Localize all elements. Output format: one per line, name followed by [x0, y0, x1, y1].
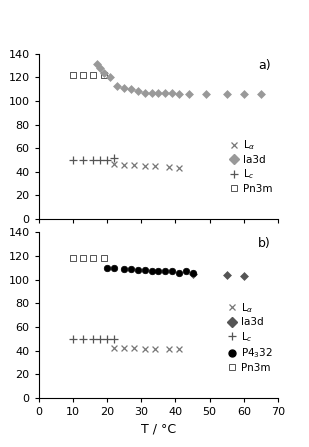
Point	[112, 264, 116, 271]
Point	[166, 346, 171, 353]
Point	[122, 345, 127, 352]
Point	[129, 85, 133, 93]
Point	[204, 90, 209, 97]
Point	[190, 270, 195, 277]
Point	[259, 90, 264, 97]
Y-axis label: a / Å: a / Å	[0, 301, 3, 329]
Point	[112, 335, 116, 342]
Point	[224, 90, 229, 97]
Point	[81, 255, 86, 262]
Point	[170, 89, 175, 96]
Point	[142, 89, 147, 96]
Point	[104, 264, 109, 271]
Point	[81, 72, 86, 79]
Point	[98, 64, 103, 72]
Point	[241, 273, 246, 280]
Point	[176, 164, 181, 172]
Point	[101, 69, 106, 76]
Legend: L$_\alpha$, Ia3d, L$_c$, P4$_3$32, Pn3m: L$_\alpha$, Ia3d, L$_c$, P4$_3$32, Pn3m	[226, 301, 273, 373]
Legend: L$_\alpha$, Ia3d, L$_c$, Pn3m: L$_\alpha$, Ia3d, L$_c$, Pn3m	[229, 139, 273, 194]
Point	[70, 72, 75, 79]
Point	[91, 335, 96, 342]
Point	[104, 335, 109, 342]
Point	[98, 335, 103, 342]
X-axis label: T / °C: T / °C	[141, 422, 176, 435]
Point	[98, 156, 103, 164]
Point	[129, 266, 133, 273]
Point	[163, 268, 168, 275]
Point	[112, 345, 116, 352]
Point	[70, 335, 75, 342]
Point	[166, 164, 171, 171]
Text: a): a)	[258, 59, 271, 72]
Point	[149, 89, 154, 96]
Point	[142, 346, 147, 353]
Point	[70, 156, 75, 164]
Point	[91, 72, 96, 79]
Point	[170, 268, 175, 275]
Point	[142, 266, 147, 274]
Point	[70, 255, 75, 262]
Point	[104, 156, 109, 164]
Point	[224, 271, 229, 278]
Point	[122, 161, 127, 169]
Point	[156, 89, 161, 96]
Point	[132, 345, 137, 352]
Point	[91, 156, 96, 164]
Point	[163, 89, 168, 96]
Point	[94, 61, 99, 68]
Point	[176, 90, 181, 97]
Point	[176, 346, 181, 353]
Point	[115, 82, 120, 89]
Y-axis label: a / Å: a / Å	[0, 122, 3, 151]
Point	[156, 268, 161, 275]
Point	[183, 268, 188, 275]
Point	[101, 72, 106, 79]
Point	[142, 162, 147, 169]
Point	[81, 156, 86, 164]
Point	[122, 266, 127, 273]
Point	[108, 74, 113, 81]
Point	[101, 255, 106, 262]
Point	[149, 268, 154, 275]
Text: b): b)	[258, 237, 271, 250]
Point	[132, 161, 137, 169]
Point	[81, 335, 86, 342]
Point	[135, 266, 140, 274]
Point	[135, 88, 140, 95]
Point	[176, 269, 181, 276]
Point	[122, 84, 127, 92]
Point	[187, 90, 192, 97]
Point	[112, 154, 116, 161]
Point	[91, 255, 96, 262]
Point	[241, 90, 246, 97]
Point	[190, 269, 195, 276]
Point	[152, 162, 157, 169]
Point	[112, 160, 116, 167]
Point	[152, 346, 157, 353]
